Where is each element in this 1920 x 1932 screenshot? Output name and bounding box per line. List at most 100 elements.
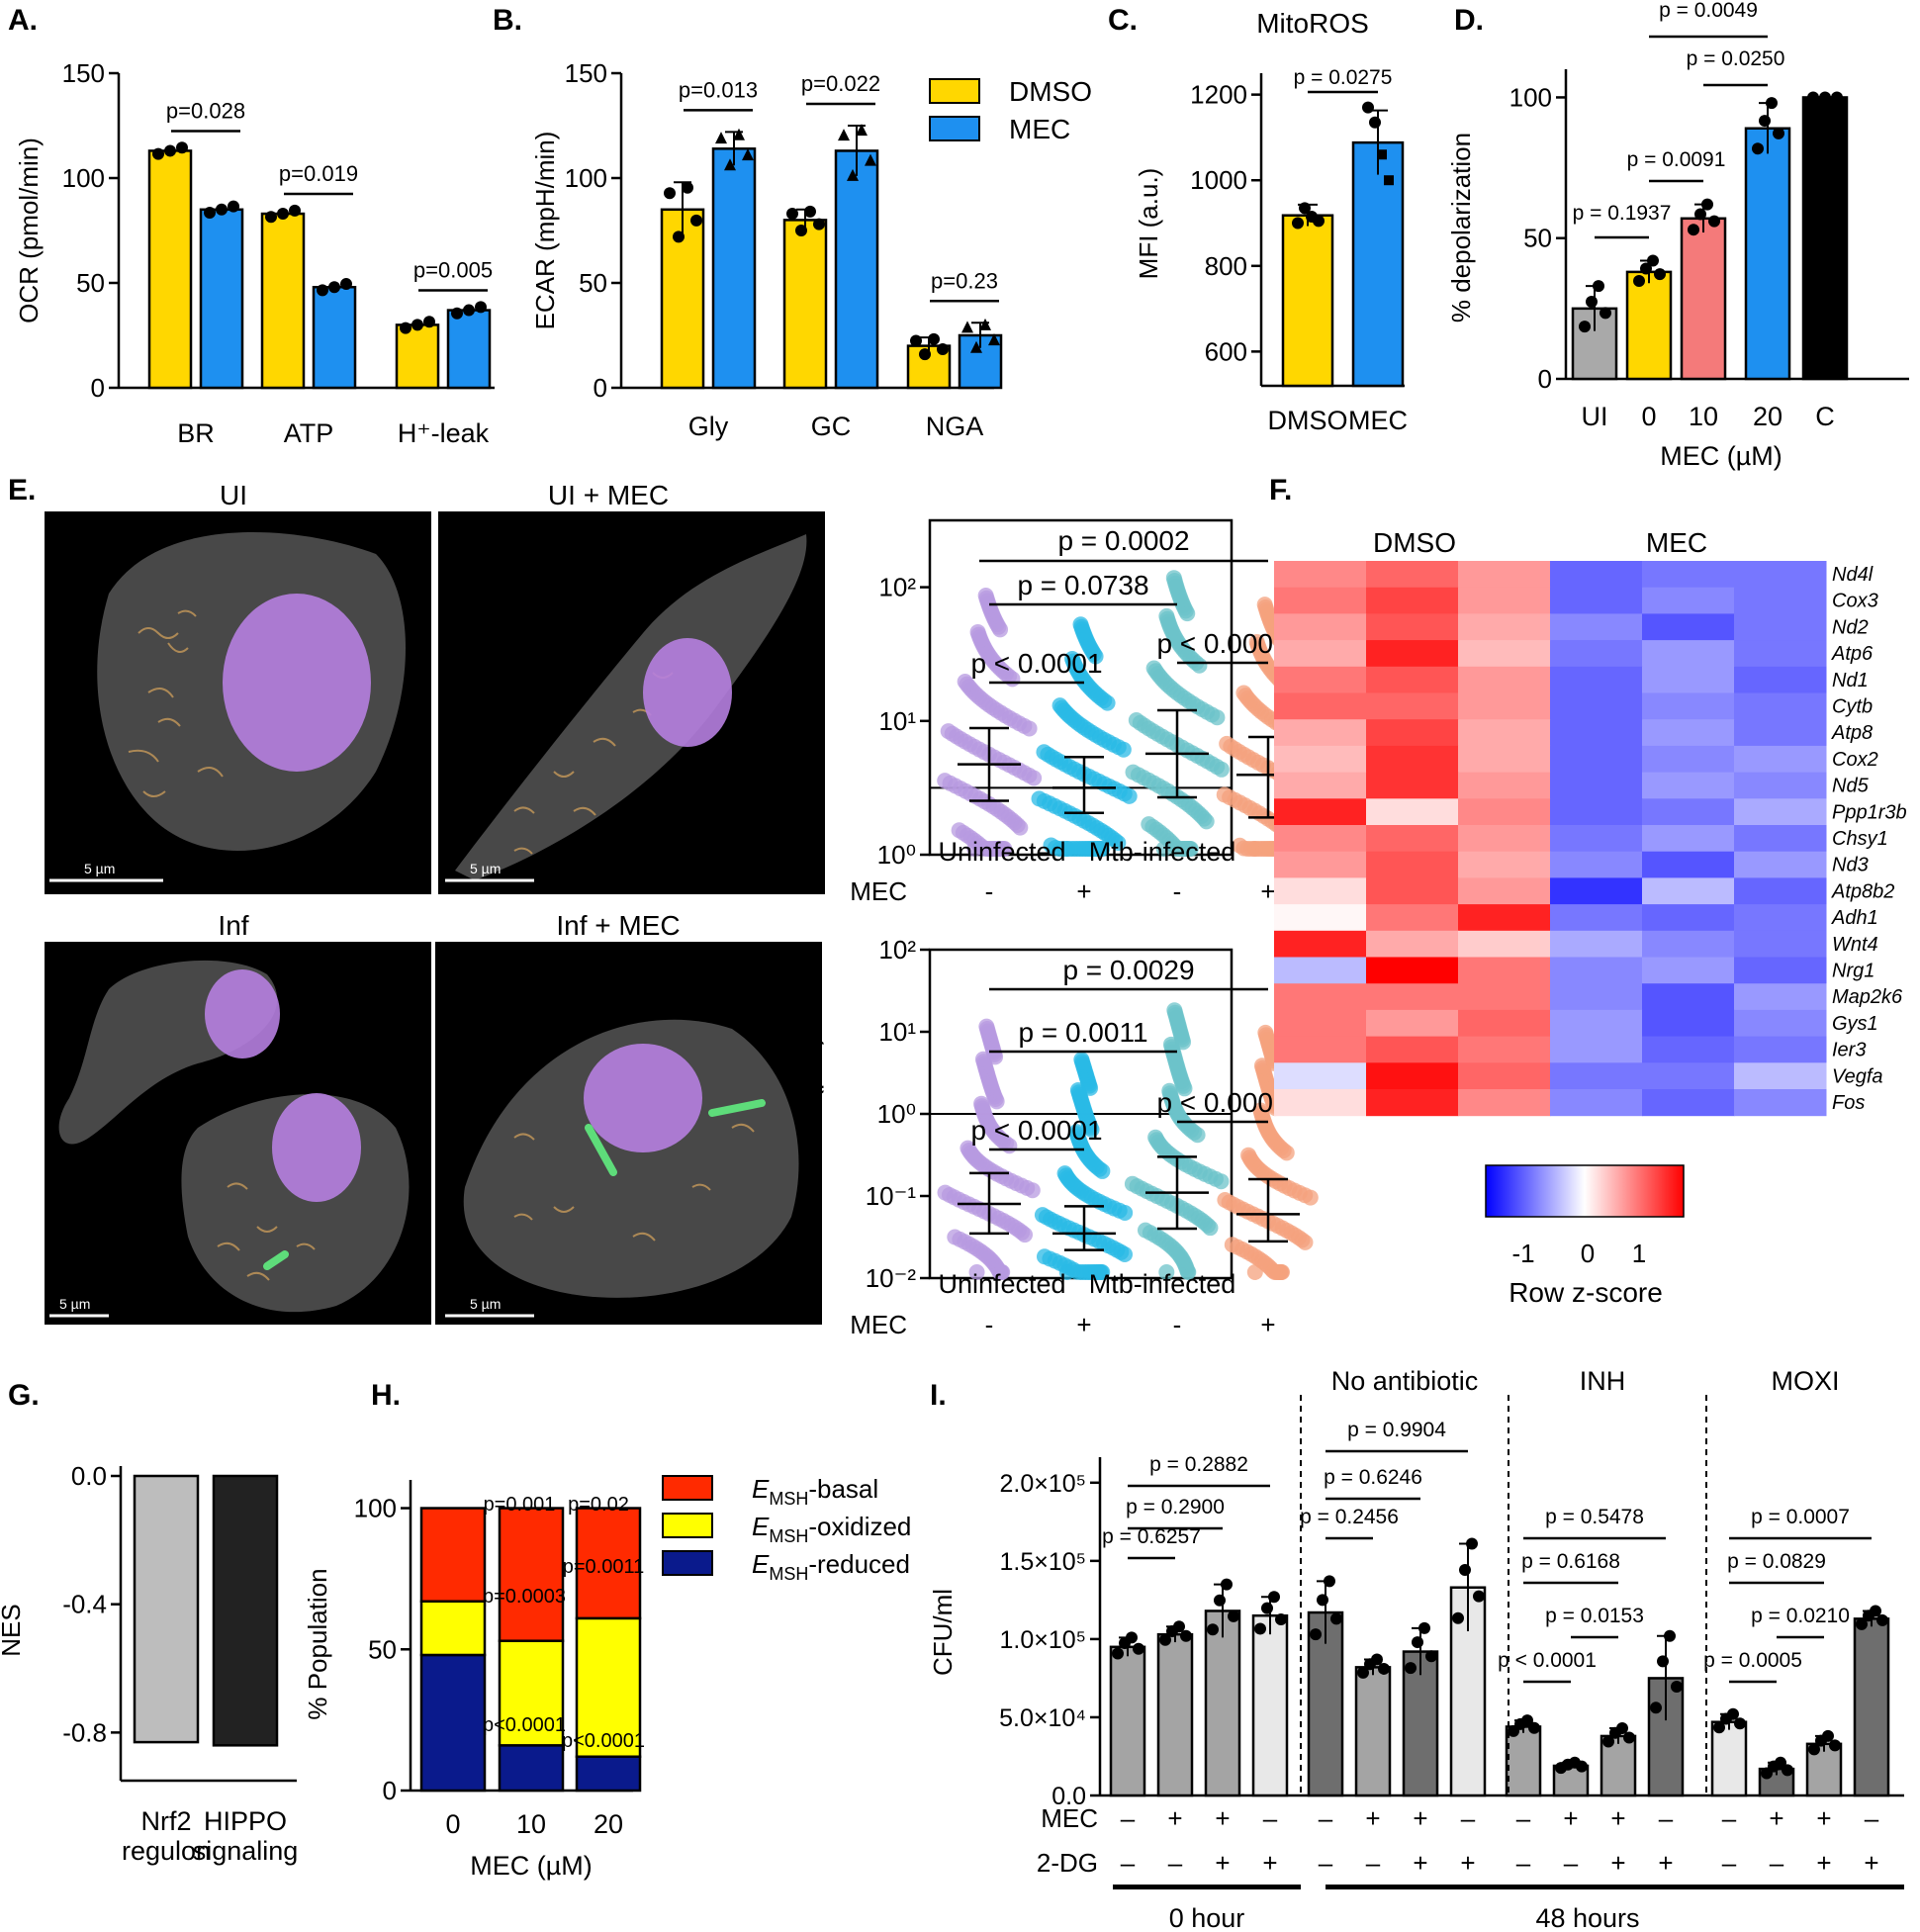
panel-i-point — [1521, 1714, 1533, 1727]
panel-i-point — [1782, 1764, 1793, 1777]
panel-d-x-label: MEC (µM) — [1660, 441, 1783, 471]
heatmap-cell — [1366, 1062, 1459, 1090]
panel-h-y-label: % Population — [303, 1568, 332, 1719]
panel-i-pvalue: p = 0.9904 — [1347, 1419, 1446, 1441]
panel-h-bar-segment — [419, 1653, 487, 1793]
panel-d-point — [1593, 280, 1604, 293]
panel-a-point — [400, 322, 411, 334]
panel-e-volume-point — [1257, 1024, 1274, 1041]
panel-d-y-tick-label: 50 — [1523, 224, 1552, 253]
heatmap-cell — [1550, 877, 1643, 905]
panel-e-volume-group-uninfected: Uninfected — [938, 1269, 1065, 1299]
panel-i-pvalue: p = 0.6246 — [1324, 1466, 1422, 1489]
panel-d-point — [1600, 307, 1611, 320]
heatmap-cell — [1642, 877, 1735, 905]
panel-i-point — [1275, 1612, 1287, 1625]
heatmap-cell — [1366, 745, 1459, 774]
scale-bar-inf: 5 µm — [59, 1296, 90, 1312]
panel-b-point — [742, 148, 754, 161]
panel-e-volume-mec-sign: - — [1173, 1310, 1182, 1339]
panel-i-pvalue: p = 0.0007 — [1751, 1506, 1850, 1528]
legend-b: DMSO MEC — [929, 76, 1092, 144]
heatmap-cell — [1458, 666, 1551, 693]
panel-i-point — [1734, 1717, 1746, 1730]
heatmap-cell — [1734, 877, 1827, 905]
heatmap-cell — [1366, 561, 1459, 589]
panel-e-surface-point — [1128, 712, 1144, 729]
panel-e-volume-mec-row-label: MEC — [850, 1310, 907, 1339]
heatmap-cell — [1550, 587, 1643, 614]
heatmap-cell — [1642, 851, 1735, 878]
panel-b-point — [910, 334, 922, 347]
heatmap-cell — [1734, 1009, 1827, 1038]
panel-b-bar — [834, 149, 879, 390]
scale-bar-inf-mec: 5 µm — [470, 1296, 501, 1312]
heatmap-cell — [1274, 983, 1367, 1011]
panel-e-surface-pvalue: p = 0.0002 — [1057, 525, 1189, 556]
panel-d-pvalue: p = 0.0049 — [1659, 0, 1758, 22]
panel-i-point — [1371, 1653, 1383, 1666]
panel-i-point — [1616, 1722, 1628, 1735]
heatmap-cell — [1550, 904, 1643, 932]
panel-e-surface-pvalue: p = 0.0738 — [1017, 570, 1148, 600]
panel-c-y-tick-label: 1200 — [1190, 80, 1247, 110]
panel-b-y-tick-label: 150 — [565, 58, 607, 88]
panel-i-point — [1126, 1631, 1138, 1644]
panel-e-surface-group-infected: Mtb-infected — [1089, 837, 1236, 867]
panel-a-bar — [446, 309, 492, 390]
panel-i-dg-sign: + — [1610, 1848, 1625, 1878]
heatmap-cell — [1274, 825, 1367, 853]
panel-i-row-label-dg: 2-DG — [1037, 1848, 1098, 1878]
panel-d-point — [1640, 262, 1652, 275]
panel-e-volume-point — [1161, 1082, 1178, 1099]
panel-i-point — [1324, 1575, 1335, 1588]
panel-h-pvalue: p=0.001 — [484, 1494, 556, 1516]
heatmap-cell — [1458, 1009, 1551, 1038]
panel-c-point — [1369, 116, 1381, 129]
heatmap-cell — [1642, 561, 1735, 589]
panel-e-surface-pvalue: p < 0.0001 — [970, 648, 1102, 679]
panel-e-surface-point — [1232, 837, 1248, 854]
panel-i-mec-sign: – — [1461, 1803, 1476, 1833]
heatmap-cell — [1642, 640, 1735, 668]
heatmap-cell — [1274, 957, 1367, 984]
panel-i-mec-sign: – — [1121, 1803, 1136, 1833]
heatmap-cell — [1734, 1062, 1827, 1090]
heatmap-cell — [1274, 798, 1367, 826]
panel-i-point — [1173, 1620, 1185, 1633]
panel-d-pvalue: p = 0.1937 — [1573, 202, 1672, 225]
heatmap-cell — [1366, 904, 1459, 932]
panel-a-point — [463, 304, 475, 317]
panel-h-pvalue: p=0.02 — [568, 1494, 629, 1516]
panel-i-point — [1317, 1594, 1328, 1607]
panel-h-pvalue: p=0.0011 — [563, 1556, 645, 1578]
panel-e-volume-point — [1224, 1237, 1240, 1253]
heatmap-row-label: Cox3 — [1832, 591, 1878, 612]
panel-b-point — [937, 342, 949, 355]
panel-i-y-tick-label: 0.0 — [1051, 1783, 1086, 1810]
panel-i-y-label: CFU/ml — [928, 1589, 958, 1676]
panel-i-y-tick-label: 1.0×10⁵ — [999, 1626, 1086, 1654]
panel-d-bar — [1680, 217, 1727, 381]
panel-b-y-tick-label: 50 — [579, 268, 607, 298]
panel-i-point — [1657, 1655, 1669, 1668]
panel-d-y-label: % depolarization — [1446, 133, 1476, 322]
panel-i-point — [1808, 1743, 1820, 1756]
panel-e-surface-point — [951, 822, 967, 839]
heatmap-cell — [1642, 587, 1735, 614]
panel-e-surface-point — [1165, 570, 1182, 587]
panel-i-bar — [1710, 1720, 1748, 1797]
panel-g-x-tick-label: Nrf2 — [140, 1806, 191, 1836]
heatmap-cell — [1550, 1089, 1643, 1117]
panel-letter-c: C. — [1108, 4, 1138, 37]
panel-i-point — [1856, 1617, 1868, 1630]
panel-e-volume-pvalue: p = 0.0029 — [1062, 955, 1194, 985]
panel-b-y-tick-label: 0 — [594, 373, 607, 403]
colorbar-tick-0: 0 — [1581, 1239, 1595, 1268]
heatmap-cell — [1366, 877, 1459, 905]
panel-i-point — [1602, 1735, 1614, 1748]
panel-g-bar — [212, 1474, 279, 1747]
panel-a-point — [423, 316, 435, 328]
panel-a-bar — [260, 212, 306, 390]
